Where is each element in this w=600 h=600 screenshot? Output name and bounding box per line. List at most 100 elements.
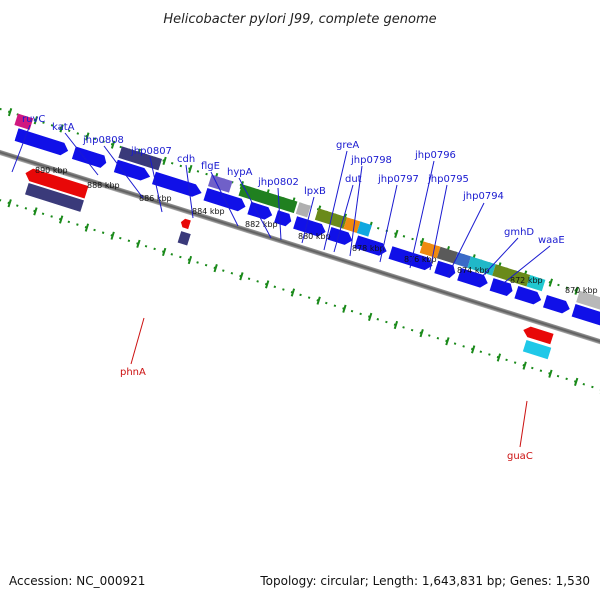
gene-label-waaE[interactable]: waaE	[538, 235, 565, 246]
gene-label-cdh[interactable]: cdh	[177, 154, 195, 165]
kbp-label: 882 kbp	[245, 220, 278, 229]
gene-block[interactable]	[576, 290, 600, 316]
gene-arrow[interactable]	[71, 146, 108, 169]
gene-label-jhp0797[interactable]: jhp0797	[377, 174, 419, 185]
gene-arrow[interactable]	[489, 278, 515, 297]
forward-gene-labels	[11, 124, 551, 287]
gene-block-reverse[interactable]	[177, 231, 191, 246]
tick-mark	[471, 345, 476, 354]
gene-block-reverse[interactable]	[522, 339, 552, 360]
gene-label-jhp0796[interactable]: jhp0796	[414, 150, 456, 161]
kbp-label: 880 kbp	[298, 232, 331, 241]
gene-label-gmhD[interactable]: gmhD	[504, 227, 534, 238]
forward-gene-label-texts: ruvC katA jhp0808 jhp0807 cdh flgE hypA …	[22, 114, 565, 246]
gene-block[interactable]	[118, 146, 163, 171]
gene-arrow[interactable]	[571, 304, 600, 333]
kbp-label: 890 kbp	[35, 166, 68, 175]
gene-arrow[interactable]	[543, 295, 572, 315]
gene-label-guaC[interactable]: guaC	[507, 451, 533, 462]
gene-arrow[interactable]	[457, 267, 490, 289]
gene-label-lpxB[interactable]: lpxB	[304, 186, 326, 197]
tick-mark	[496, 353, 502, 362]
tick-mark	[59, 215, 64, 224]
tick-mark	[187, 255, 193, 265]
tick-mark	[548, 369, 553, 378]
inner-tick-ring	[0, 180, 600, 411]
gene-arrow[interactable]	[514, 286, 543, 306]
gene-arrow[interactable]	[354, 235, 388, 257]
gene-block[interactable]	[492, 264, 531, 287]
gene-label-dut[interactable]: dut	[345, 174, 362, 185]
kbp-label: 886 kbp	[139, 194, 172, 203]
gene-block[interactable]	[14, 113, 34, 130]
kbp-label: 870 kbp	[565, 286, 598, 295]
reverse-gene-labels	[130, 317, 528, 448]
gene-arrow[interactable]	[293, 216, 327, 238]
gene-arrow-reverse[interactable]	[180, 218, 191, 230]
gene-block[interactable]	[526, 275, 546, 292]
tick-mark	[33, 207, 38, 216]
tick-mark	[239, 272, 244, 281]
gene-arrow[interactable]	[274, 210, 293, 227]
tick-mark	[110, 231, 115, 240]
tick-mark	[265, 280, 270, 289]
gene-label-jhp0794[interactable]: jhp0794	[462, 191, 504, 202]
tick-mark	[7, 108, 13, 117]
gene-block[interactable]	[14, 128, 25, 142]
gene-arrow[interactable]	[113, 159, 152, 183]
gene-arrow[interactable]	[434, 260, 457, 279]
gene-label-flgE[interactable]: flgE	[201, 161, 220, 172]
kbp-label: 888 kbp	[87, 181, 120, 190]
tick-mark	[316, 296, 321, 305]
tick-mark	[394, 229, 399, 239]
gene-arrow[interactable]	[327, 227, 354, 247]
tick-mark	[110, 140, 116, 149]
gene-arrow[interactable]	[388, 246, 435, 272]
gene-label-jhp0798[interactable]: jhp0798	[350, 155, 392, 166]
tick-mark	[33, 116, 38, 125]
kbp-scale-labels: 890 kbp 888 kbp 886 kbp 884 kbp 882 kbp …	[35, 166, 598, 295]
tick-mark	[7, 199, 12, 208]
gene-block[interactable]	[343, 217, 361, 233]
gene-block[interactable]	[436, 246, 458, 264]
tick-mark	[445, 337, 450, 346]
gene-block[interactable]	[295, 202, 311, 218]
gene-arrow-reverse[interactable]	[24, 167, 89, 199]
tick-mark	[522, 361, 527, 370]
tick-mark	[85, 132, 90, 141]
gene-label-hypA[interactable]: hypA	[227, 167, 253, 178]
tick-mark	[84, 223, 90, 232]
gene-block[interactable]	[454, 252, 472, 268]
gene-label-jhp0802[interactable]: jhp0802	[257, 177, 299, 188]
gene-label-jhp0807[interactable]: jhp0807	[130, 146, 172, 157]
tick-mark	[393, 320, 399, 330]
gene-label-greA[interactable]: greA	[336, 140, 359, 151]
tick-mark	[188, 164, 193, 174]
gene-label-ruvC[interactable]: ruvC	[22, 114, 45, 125]
topology-text: Topology: circular; Length: 1,643,831 bp…	[260, 574, 590, 588]
kbp-label: 874 kbp	[457, 266, 490, 275]
tick-mark	[136, 239, 141, 248]
gene-label-jhp0795[interactable]: jhp0795	[427, 174, 469, 185]
gene-label-katA[interactable]: katA	[52, 122, 75, 133]
tick-mark	[419, 237, 425, 247]
kbp-ticks	[7, 108, 600, 395]
gene-block[interactable]	[356, 221, 372, 237]
accession-text: Accession: NC_000921	[9, 574, 146, 588]
gene-arrow-reverse[interactable]	[522, 325, 554, 345]
gene-arrow[interactable]	[14, 128, 70, 157]
kbp-label: 876 kbp	[404, 255, 437, 264]
gene-label-jhp0808[interactable]: jhp0808	[82, 135, 124, 146]
tick-mark	[368, 312, 373, 321]
gene-label-phnA[interactable]: phnA	[120, 367, 146, 378]
tick-mark	[342, 304, 347, 313]
gene-block[interactable]	[238, 184, 298, 214]
tick-mark	[213, 264, 218, 273]
gene-block-reverse[interactable]	[25, 182, 84, 212]
tick-mark	[548, 278, 553, 287]
tick-mark	[162, 247, 167, 257]
gene-block[interactable]	[467, 256, 496, 276]
tick-mark	[574, 377, 579, 386]
tick-mark	[290, 288, 296, 297]
